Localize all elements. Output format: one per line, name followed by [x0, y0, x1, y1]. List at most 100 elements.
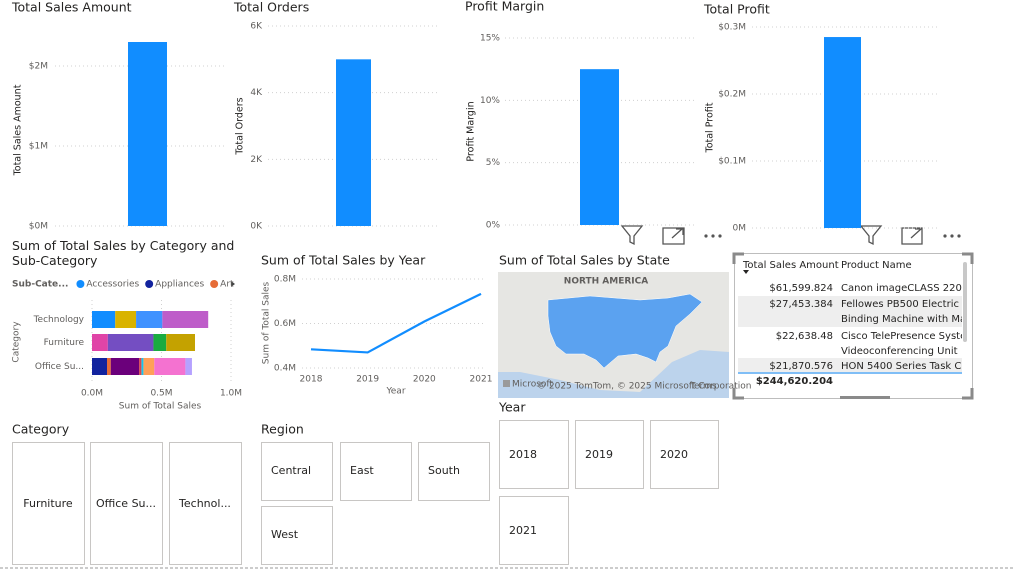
slicer-item[interactable] — [261, 506, 333, 565]
cell-amount: $27,453.384 — [769, 299, 833, 310]
cell-product: HON 5400 Series Task Cha — [841, 361, 974, 372]
slicer-item[interactable] — [169, 442, 242, 565]
more-icon — [950, 234, 954, 238]
filter-icon[interactable] — [859, 225, 883, 246]
map-logo-icon — [503, 380, 510, 387]
bar-segment — [110, 358, 140, 375]
x-axis-title: Sum of Total Sales — [119, 402, 202, 412]
bar — [824, 37, 861, 228]
scrollbar[interactable] — [963, 262, 967, 342]
y-tick-label: 6K — [250, 22, 263, 32]
slicer-label: 2020 — [660, 448, 688, 461]
bar-segment — [136, 311, 163, 328]
x-tick-label: 0.0M — [81, 389, 103, 399]
map[interactable] — [498, 272, 729, 398]
cell-amount: $21,870.576 — [769, 361, 833, 372]
bar-segment — [115, 311, 137, 328]
chart-title: Profit Margin — [465, 0, 544, 14]
cell-product: Videoconferencing Unit — [841, 346, 958, 357]
focus-icon[interactable] — [901, 227, 923, 245]
x-tick-label: 1.0M — [220, 389, 242, 399]
slicer-label: Office Su... — [96, 497, 156, 510]
y-tick-label: Office Su... — [35, 362, 84, 372]
bar-segment — [185, 358, 192, 375]
sort-icon[interactable] — [743, 270, 749, 274]
slicer-item[interactable] — [261, 442, 333, 501]
slicer-item[interactable] — [650, 420, 719, 489]
bar — [128, 42, 167, 226]
bar-segment — [153, 334, 167, 351]
slicer-label: Central — [271, 464, 311, 477]
column-header: Total Sales Amount — [742, 260, 839, 271]
slicer-item[interactable] — [575, 420, 644, 489]
y-tick-label: 0% — [486, 221, 501, 231]
slicer-item[interactable] — [418, 442, 490, 501]
y-tick-label: $1M — [29, 142, 48, 152]
row-bg — [738, 296, 962, 327]
bar-segment — [143, 358, 155, 375]
legend-label: Accessories — [86, 280, 139, 290]
filter-icon[interactable] — [620, 225, 644, 246]
slicer-title: Year — [498, 400, 526, 415]
legend-label: Appliances — [155, 280, 204, 290]
slicer-label: 2021 — [509, 524, 537, 537]
map-region[interactable] — [547, 293, 703, 369]
slicer-item[interactable] — [340, 442, 412, 501]
focus-icon[interactable] — [662, 227, 685, 245]
legend-marker — [76, 280, 85, 288]
x-tick-label: 0.5M — [150, 389, 172, 399]
more-icon — [711, 234, 715, 238]
slicer-label: 2018 — [509, 448, 537, 461]
bar-segment — [141, 358, 144, 375]
slicer-item[interactable] — [499, 496, 569, 565]
slicer-label: South — [428, 464, 460, 477]
frame-corners — [732, 252, 974, 400]
map-title: Sum of Total Sales by State — [499, 253, 670, 268]
bar-segment — [92, 334, 108, 351]
y-tick-label: Technology — [33, 315, 85, 325]
slicer-title: Region — [261, 422, 304, 437]
cell-product: Cisco TelePresence System — [841, 331, 976, 342]
line — [310, 292, 482, 354]
bar-segment — [92, 311, 116, 328]
bar-segment — [107, 358, 111, 375]
bar-segment — [166, 334, 195, 351]
bar-segment — [107, 334, 154, 351]
bar-segment — [139, 358, 142, 375]
y-tick-label: Furniture — [44, 338, 85, 348]
slicer-label: 2019 — [585, 448, 613, 461]
column-header: Product Name — [841, 260, 912, 271]
legend-more[interactable] — [231, 281, 235, 287]
y-axis-title: Profit Margin — [466, 101, 477, 161]
chart-title: Sum of Total Sales by Category and Sub-Ca… — [12, 238, 234, 268]
y-tick-label: $0.1M — [718, 157, 746, 167]
table-frame — [732, 252, 974, 400]
cell-product: Fellowes PB500 Electric Pu — [841, 299, 974, 310]
slicer-label: East — [350, 464, 374, 477]
y-tick-label: 0.8M — [274, 275, 296, 285]
more-icon[interactable] — [943, 234, 947, 238]
table-total: $244,620.204 — [756, 376, 833, 387]
bar — [336, 59, 371, 227]
y-axis-title: Total Orders — [235, 97, 246, 155]
y-tick-label: 4K — [250, 88, 263, 98]
chart-title: Sum of Total Sales by Year — [261, 253, 426, 268]
y-tick-label: $2M — [29, 62, 48, 72]
x-tick-label: 2019 — [356, 375, 379, 385]
y-axis-title: Sum of Total Sales — [262, 281, 272, 364]
slicer-item[interactable] — [90, 442, 163, 565]
slicer-item[interactable] — [499, 420, 569, 489]
cell-amount: $61,599.824 — [769, 283, 833, 294]
slicer-title: Category — [12, 422, 70, 437]
chart-title: Total Profit — [703, 2, 770, 17]
slicer-item[interactable] — [12, 442, 85, 565]
x-axis-title: Year — [385, 387, 405, 397]
y-tick-label: 0.6M — [274, 319, 296, 329]
legend-title: Sub-Cate... — [12, 280, 68, 290]
table: Total Sales Amount Product Name $61,599.82… — [738, 260, 976, 387]
cell-product: Canon imageCLASS 2200 — [841, 283, 968, 294]
y-tick-label: $0M — [29, 222, 48, 232]
more-icon[interactable] — [704, 234, 708, 238]
bar-segment — [92, 358, 108, 375]
